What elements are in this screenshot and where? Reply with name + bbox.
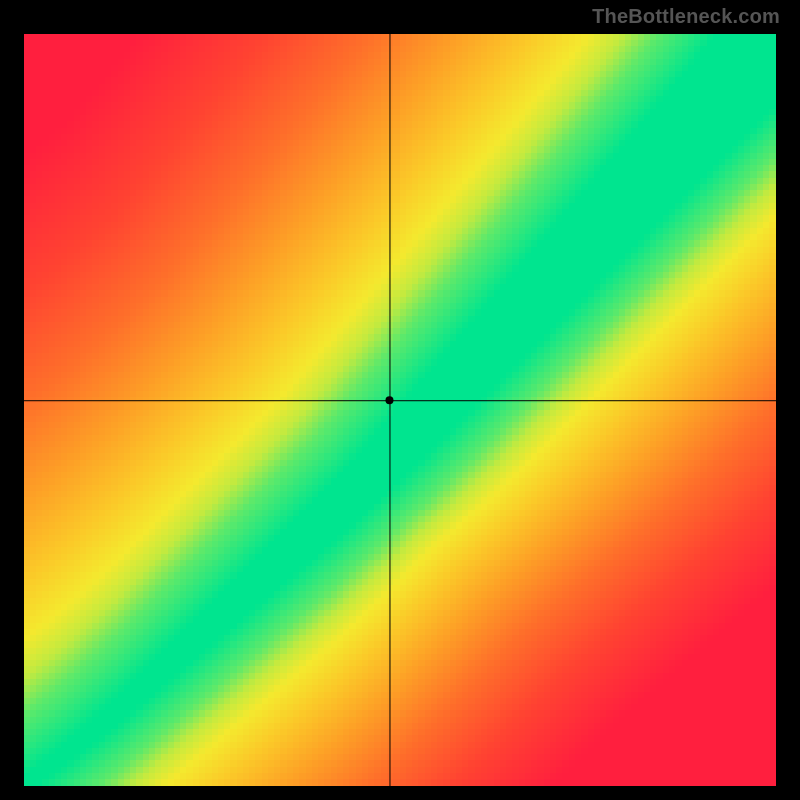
bottleneck-heatmap [24, 34, 776, 786]
watermark-text: TheBottleneck.com [592, 6, 780, 29]
chart-container: TheBottleneck.com [0, 0, 800, 800]
